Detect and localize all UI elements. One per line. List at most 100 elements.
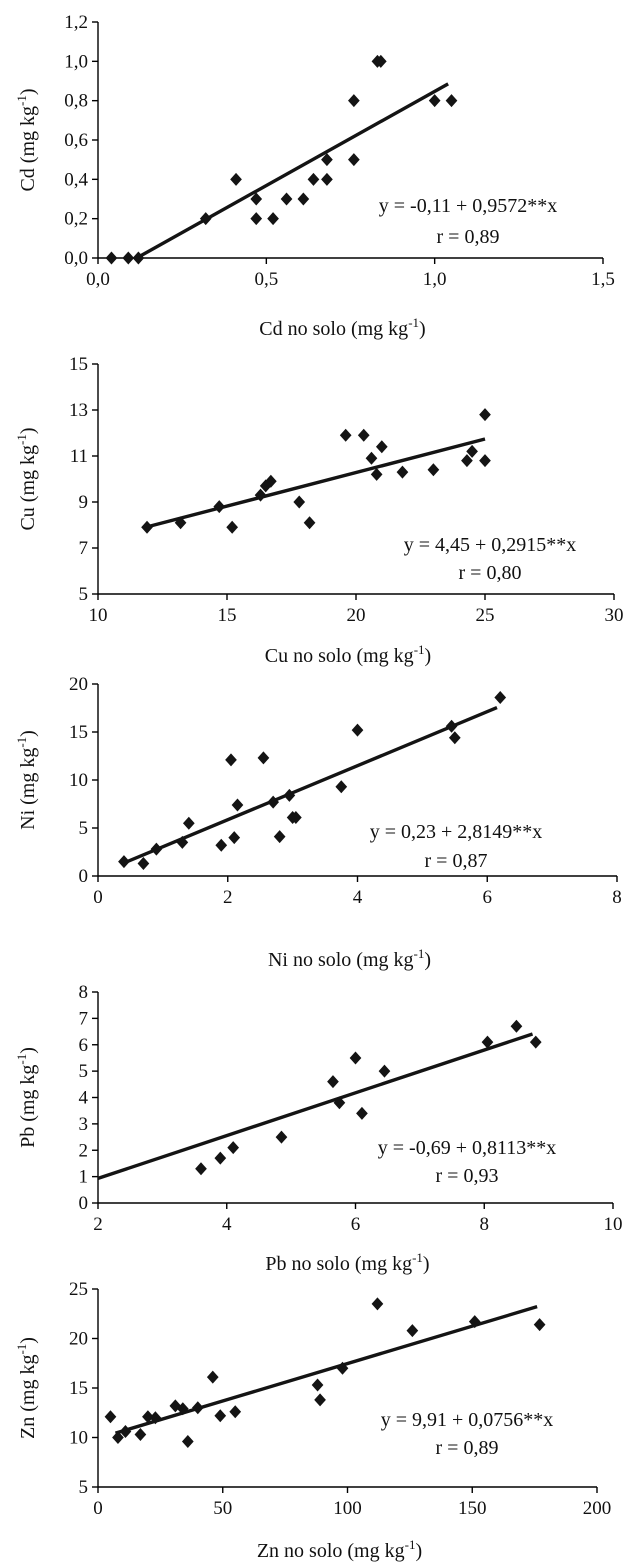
x-axis-title-text: Ni no solo (mg kg <box>268 949 414 971</box>
x-tick-label: 2 <box>223 887 233 908</box>
data-point <box>176 1402 189 1416</box>
y-tick-label: 0,4 <box>64 169 88 190</box>
data-point <box>142 1410 154 1424</box>
data-point <box>445 94 458 108</box>
y-tick-label: 7 <box>79 1008 89 1029</box>
y-tick-label: 0,8 <box>64 91 88 112</box>
x-tick-label: 10 <box>89 605 108 626</box>
data-point <box>494 690 507 704</box>
data-point <box>214 1151 227 1165</box>
x-axis-title-close: ) <box>425 645 432 667</box>
x-tick-label: 2 <box>93 1214 103 1235</box>
y-tick-label: 0 <box>79 866 89 887</box>
regression-equation: y = -0,11 + 0,9572**x <box>379 195 557 217</box>
x-axis-title: Zn no solo (mg kg-1) <box>257 1537 422 1562</box>
data-point <box>280 192 293 206</box>
data-point <box>199 212 212 226</box>
y-tick-label: 25 <box>69 1279 88 1300</box>
data-point <box>348 153 360 167</box>
x-tick-label: 1,0 <box>423 269 447 290</box>
x-axis-title-text: Cu no solo (mg kg <box>265 645 414 667</box>
y-tick-label: 0 <box>79 1193 89 1214</box>
data-point <box>181 1434 194 1448</box>
y-axis-title-sup: -1 <box>14 1054 29 1065</box>
data-point <box>182 816 195 830</box>
regression-equation: y = 9,91 + 0,0756**x <box>381 1409 554 1431</box>
x-tick-label: 4 <box>222 1214 232 1235</box>
data-point <box>134 1428 147 1442</box>
x-tick-label: 0,0 <box>86 269 110 290</box>
data-point <box>283 788 296 802</box>
x-tick-label: 8 <box>612 887 622 908</box>
data-point <box>104 1410 117 1424</box>
y-tick-label: 10 <box>69 770 88 791</box>
y-tick-label: 5 <box>79 818 89 839</box>
x-axis-title-text: Zn no solo (mg kg <box>257 1540 405 1562</box>
x-axis-title-sup: -1 <box>408 315 419 330</box>
x-axis-title: Pb no solo (mg kg-1) <box>265 1250 429 1275</box>
data-point <box>137 857 150 871</box>
x-axis-title: Cd no solo (mg kg-1) <box>259 315 425 340</box>
data-point <box>336 1361 349 1375</box>
data-point <box>122 251 135 265</box>
data-point <box>371 1297 384 1311</box>
x-axis-title-close: ) <box>415 1540 422 1562</box>
y-tick-label: 4 <box>79 1088 89 1109</box>
y-axis-title-close: ) <box>17 1337 39 1344</box>
data-point <box>225 753 237 767</box>
data-point <box>378 1064 391 1078</box>
y-axis-title: Cu (mg kg-1) <box>14 427 39 530</box>
correlation-coefficient: r = 0,89 <box>436 1437 499 1459</box>
data-point <box>481 1035 494 1049</box>
y-axis-title-text: Cd (mg kg <box>17 106 39 192</box>
data-point <box>215 838 228 852</box>
y-tick-label: 6 <box>79 1035 89 1056</box>
data-point <box>214 1409 227 1423</box>
x-axis-title-close: ) <box>424 949 431 971</box>
data-point <box>448 731 461 745</box>
y-axis-title-text: Zn (mg kg <box>17 1355 39 1439</box>
y-tick-label: 0,2 <box>64 209 88 230</box>
data-point <box>348 94 360 108</box>
x-tick-label: 8 <box>480 1214 490 1235</box>
y-tick-label: 1 <box>79 1167 89 1188</box>
regression-line <box>114 1305 538 1435</box>
data-point <box>267 212 279 226</box>
x-tick-label: 0 <box>93 1498 103 1519</box>
data-point <box>213 500 226 514</box>
regression-line <box>123 706 498 865</box>
x-tick-label: 30 <box>605 605 624 626</box>
y-tick-label: 9 <box>79 492 89 513</box>
data-point <box>461 454 473 468</box>
data-point <box>479 408 491 422</box>
data-point <box>445 719 458 733</box>
y-axis-title: Ni (mg kg-1) <box>14 730 39 830</box>
y-tick-label: 20 <box>69 674 88 695</box>
data-point <box>479 454 491 468</box>
data-point <box>149 1411 162 1425</box>
x-tick-label: 10 <box>604 1214 623 1235</box>
data-point <box>466 444 478 458</box>
y-tick-label: 13 <box>69 400 88 421</box>
data-point <box>529 1035 542 1049</box>
y-tick-label: 5 <box>79 584 89 605</box>
data-point <box>257 751 270 765</box>
data-point <box>533 1318 546 1332</box>
data-point <box>254 488 267 502</box>
y-axis-title-sup: -1 <box>14 434 29 445</box>
data-point <box>307 172 320 186</box>
correlation-coefficient: r = 0,87 <box>425 850 488 872</box>
chart-panel-5: 5 10 15 20 25 0 50 100 150 200 y = 9,91 + 0,0756**… <box>14 1279 611 1562</box>
correlation-coefficient: r = 0,89 <box>437 226 500 248</box>
y-tick-label: 15 <box>69 354 88 375</box>
x-tick-label: 100 <box>333 1498 362 1519</box>
data-point <box>335 780 348 794</box>
y-axis-title: Pb (mg kg-1) <box>14 1047 39 1148</box>
x-axis-title: Cu no solo (mg kg-1) <box>265 642 431 667</box>
data-point <box>229 1405 242 1419</box>
data-point <box>174 516 187 530</box>
y-tick-label: 3 <box>79 1114 89 1135</box>
data-point <box>275 1130 288 1144</box>
x-tick-label: 25 <box>476 605 495 626</box>
